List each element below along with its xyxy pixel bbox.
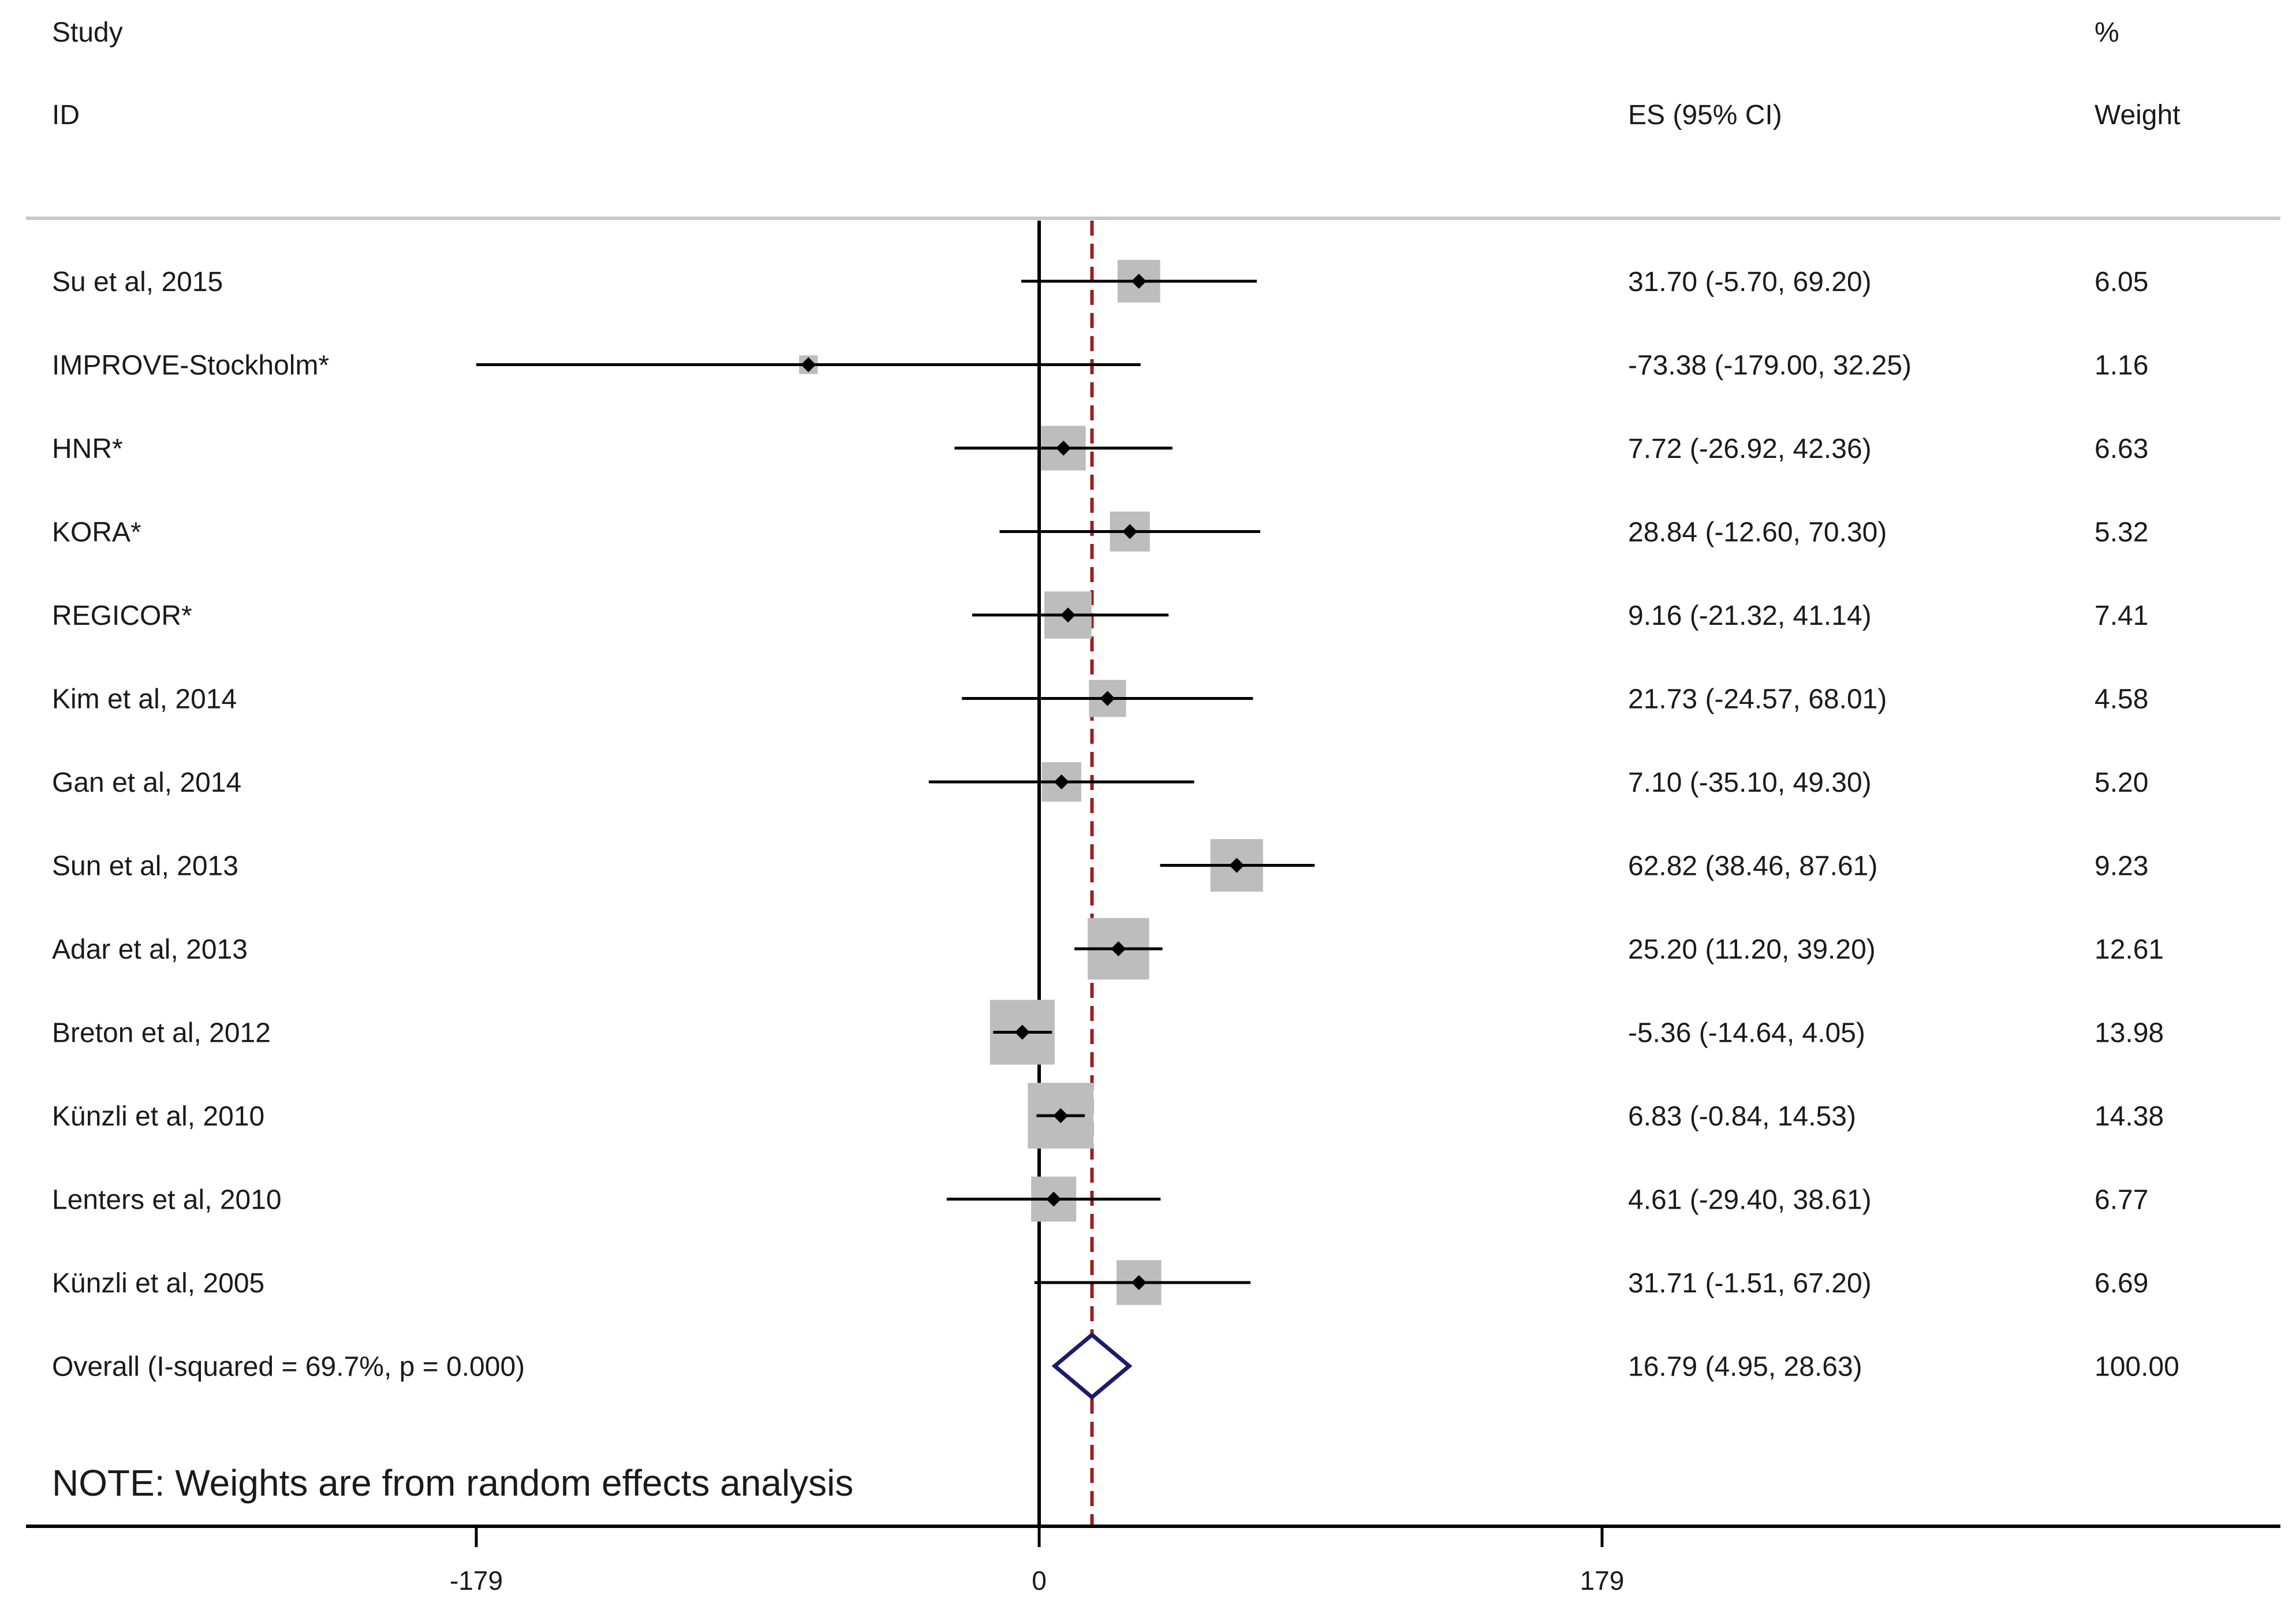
study-label: IMPROVE-Stockholm* <box>52 351 329 381</box>
study-es-ci: 4.61 (-29.40, 38.61) <box>1628 1185 1872 1216</box>
study-weight: 6.63 <box>2095 434 2148 464</box>
study-weight: 12.61 <box>2095 934 2164 965</box>
study-point-estimate <box>1111 941 1126 956</box>
header-es: ES (95% CI) <box>1628 100 1782 131</box>
study-label: Lenters et al, 2010 <box>52 1185 282 1216</box>
study-weight: 6.69 <box>2095 1268 2148 1299</box>
study-weight: 14.38 <box>2095 1101 2164 1132</box>
study-weight: 13.98 <box>2095 1018 2164 1049</box>
study-label: Künzli et al, 2010 <box>52 1101 264 1132</box>
study-weight: 5.32 <box>2095 517 2148 548</box>
study-point-estimate <box>1131 274 1147 289</box>
study-point-estimate <box>1131 1275 1147 1290</box>
study-label: HNR* <box>52 434 123 464</box>
study-point-estimate <box>801 357 816 372</box>
header-study: Study <box>52 17 123 48</box>
study-weight: 7.41 <box>2095 601 2148 631</box>
x-axis-tick-label: -179 <box>450 1566 503 1596</box>
study-label: Adar et al, 2013 <box>52 934 248 965</box>
study-label: Breton et al, 2012 <box>52 1018 271 1049</box>
study-label: Künzli et al, 2005 <box>52 1268 264 1299</box>
study-point-estimate <box>1229 858 1245 873</box>
study-weight: 6.77 <box>2095 1185 2148 1216</box>
study-es-ci: 6.83 (-0.84, 14.53) <box>1628 1101 1856 1132</box>
study-point-estimate <box>1053 1108 1069 1123</box>
study-es-ci: 31.70 (-5.70, 69.20) <box>1628 267 1872 297</box>
study-es-ci: 7.72 (-26.92, 42.36) <box>1628 434 1872 464</box>
study-label: Sun et al, 2013 <box>52 851 238 882</box>
header-id: ID <box>52 100 80 131</box>
study-point-estimate <box>1056 441 1072 456</box>
study-weight: 6.05 <box>2095 267 2148 297</box>
study-es-ci: 9.16 (-21.32, 41.14) <box>1628 601 1872 631</box>
study-label: KORA* <box>52 517 141 548</box>
study-point-estimate <box>1122 524 1138 539</box>
study-es-ci: -73.38 (-179.00, 32.25) <box>1628 351 1912 381</box>
header-percent: % <box>2095 17 2119 48</box>
overall-label: Overall (I-squared = 69.7%, p = 0.000) <box>52 1352 525 1382</box>
study-es-ci: -5.36 (-14.64, 4.05) <box>1628 1018 1865 1049</box>
study-weight: 9.23 <box>2095 851 2148 882</box>
study-es-ci: 31.71 (-1.51, 67.20) <box>1628 1268 1872 1299</box>
study-label: Su et al, 2015 <box>52 267 223 297</box>
study-point-estimate <box>1100 691 1115 706</box>
study-weight: 1.16 <box>2095 351 2148 381</box>
study-es-ci: 62.82 (38.46, 87.61) <box>1628 851 1877 882</box>
study-weight: 4.58 <box>2095 684 2148 715</box>
study-point-estimate <box>1014 1024 1030 1040</box>
x-axis-tick-label: 0 <box>1032 1566 1047 1596</box>
study-es-ci: 28.84 (-12.60, 70.30) <box>1628 517 1887 548</box>
x-axis-tick-label: 179 <box>1580 1566 1625 1596</box>
study-label: Kim et al, 2014 <box>52 684 237 715</box>
study-es-ci: 7.10 (-35.10, 49.30) <box>1628 767 1872 798</box>
study-label: Gan et al, 2014 <box>52 767 241 798</box>
header-weight: Weight <box>2095 100 2181 131</box>
overall-diamond <box>1051 1332 1133 1400</box>
study-point-estimate <box>1046 1191 1062 1207</box>
study-point-estimate <box>1060 608 1076 623</box>
study-es-ci: 21.73 (-24.57, 68.01) <box>1628 684 1887 715</box>
study-es-ci: 25.20 (11.20, 39.20) <box>1628 934 1876 965</box>
study-label: REGICOR* <box>52 601 192 631</box>
analysis-note: NOTE: Weights are from random effects an… <box>52 1462 853 1504</box>
overall-es-ci: 16.79 (4.95, 28.63) <box>1628 1352 1862 1382</box>
study-weight: 5.20 <box>2095 767 2148 798</box>
study-point-estimate <box>1054 774 1069 789</box>
overall-weight: 100.00 <box>2095 1352 2179 1382</box>
